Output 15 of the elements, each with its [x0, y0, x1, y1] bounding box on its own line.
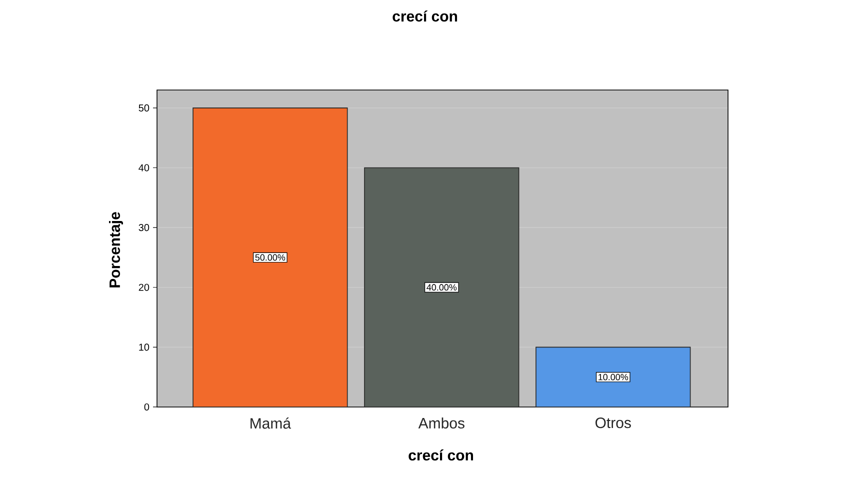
- data-label: 10.00%: [598, 374, 628, 380]
- y-tick-label: 20: [138, 284, 150, 291]
- data-label: 40.00%: [426, 284, 457, 291]
- x-tick-label: Ambos: [418, 418, 464, 429]
- x-tick-label: Otros: [595, 418, 631, 428]
- x-axis-title: crecí con: [408, 449, 474, 461]
- y-axis-title: Porcentaje: [109, 212, 124, 288]
- data-label: 50.00%: [255, 254, 286, 261]
- x-tick-label: Mamá: [250, 418, 292, 429]
- y-tick-label: 10: [139, 344, 150, 351]
- y-tick-label: 40: [138, 164, 150, 172]
- y-tick-label: 0: [144, 403, 150, 411]
- chart-title: crecí con: [392, 10, 458, 22]
- y-tick-label: 30: [138, 224, 150, 232]
- y-tick-label: 50: [138, 104, 150, 112]
